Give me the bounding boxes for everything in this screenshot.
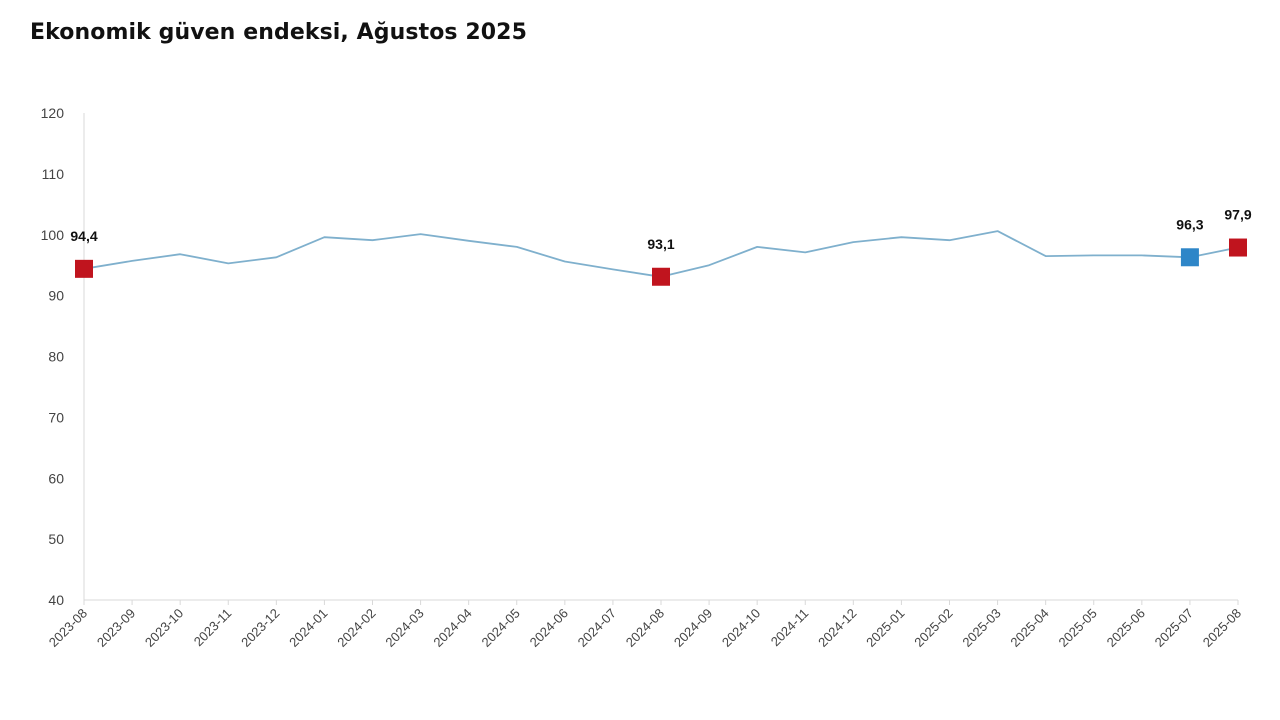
x-tick-label: 2023-09 [94, 606, 138, 650]
x-tick-label: 2024-11 [768, 606, 812, 650]
x-tick-label: 2024-05 [479, 606, 523, 650]
y-tick-label: 50 [48, 531, 64, 547]
x-tick-label: 2024-08 [623, 606, 667, 650]
y-tick-label: 60 [48, 470, 64, 486]
y-tick-label: 80 [48, 349, 64, 365]
data-point-marker [1180, 248, 1199, 267]
x-tick-label: 2025-05 [1056, 606, 1100, 650]
y-tick-label: 90 [48, 288, 64, 304]
y-tick-label: 40 [48, 592, 64, 608]
data-label: 96,3 [1176, 216, 1203, 232]
x-tick-label: 2025-06 [1104, 606, 1148, 650]
x-tick-label: 2024-04 [430, 606, 474, 650]
data-label: 94,4 [70, 228, 97, 244]
x-tick-label: 2025-01 [863, 606, 907, 650]
x-tick-label: 2023-11 [191, 606, 235, 650]
x-tick-label: 2023-12 [238, 606, 282, 650]
data-point-marker [652, 267, 670, 286]
x-tick-label: 2024-03 [382, 606, 426, 650]
y-tick-label: 120 [41, 105, 65, 121]
y-tick-label: 110 [42, 166, 65, 182]
chart-title: Ekonomik güven endeksi, Ağustos 2025 [30, 20, 527, 45]
x-tick-label: 2024-10 [719, 606, 763, 650]
x-tick-label: 2024-07 [575, 606, 619, 650]
y-tick-label: 100 [41, 227, 65, 243]
x-tick-label: 2025-03 [959, 606, 1003, 650]
y-tick-label: 70 [48, 409, 64, 425]
x-tick-label: 2024-09 [671, 606, 715, 650]
x-tick-label: 2023-08 [46, 606, 90, 650]
x-tick-label: 2024-06 [527, 606, 571, 650]
x-tick-label: 2025-02 [911, 606, 955, 650]
x-tick-label: 2024-12 [815, 606, 859, 650]
x-tick-label: 2024-02 [334, 606, 378, 650]
data-point-marker [75, 259, 93, 278]
x-tick-label: 2025-04 [1007, 606, 1051, 650]
x-tick-label: 2025-07 [1152, 606, 1196, 650]
x-tick-label: 2023-10 [142, 606, 186, 650]
data-label: 93,1 [647, 236, 674, 252]
x-tick-label: 2025-08 [1200, 606, 1244, 650]
x-tick-label: 2024-01 [286, 606, 330, 650]
data-point-marker [1229, 238, 1247, 257]
data-label: 97,9 [1224, 207, 1251, 223]
